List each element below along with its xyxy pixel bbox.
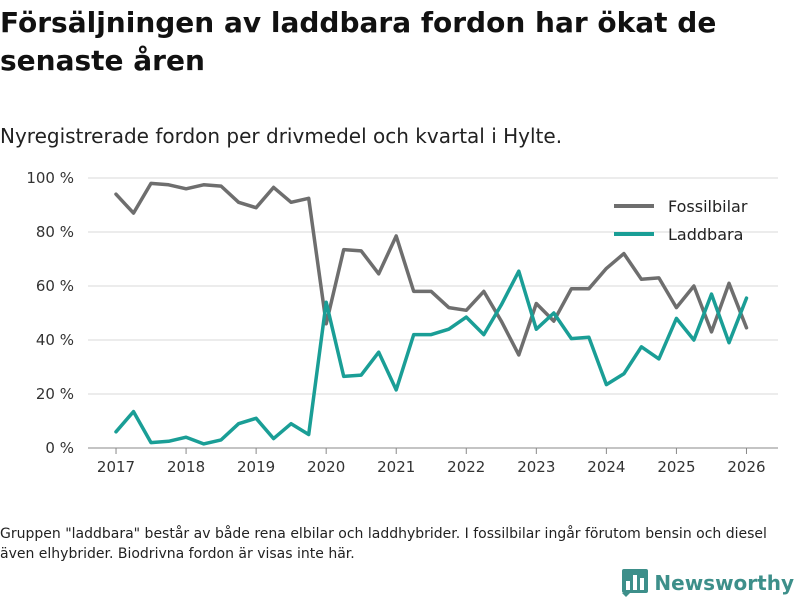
y-tick-label: 100 % xyxy=(26,169,74,187)
x-tick-label: 2019 xyxy=(237,458,275,476)
y-axis-ticks: 0 % 20 % 40 % 60 % 80 % 100 % xyxy=(26,169,74,457)
x-tick-label: 2022 xyxy=(447,458,485,476)
brand-logo: Newsworthy xyxy=(622,566,794,600)
brand-name: Newsworthy xyxy=(654,571,794,595)
y-tick-label: 0 % xyxy=(45,439,74,457)
series-line-fossilbilar xyxy=(114,181,749,357)
chart-subtitle: Nyregistrerade fordon per drivmedel och … xyxy=(0,124,563,148)
chart-title: Försäljningen av laddbara fordon har öka… xyxy=(0,6,717,77)
x-tick-label: 2025 xyxy=(657,458,695,476)
newsworthy-logo-icon xyxy=(622,569,649,597)
y-tick-label: 20 % xyxy=(36,385,74,403)
grid-lines xyxy=(88,177,778,449)
y-tick-label: 40 % xyxy=(36,331,74,349)
x-tick-label: 2021 xyxy=(377,458,415,476)
legend-label: Laddbara xyxy=(668,225,743,244)
x-tick-label: 2026 xyxy=(727,458,765,476)
y-tick-label: 60 % xyxy=(36,277,74,295)
y-tick-label: 80 % xyxy=(36,223,74,241)
legend-label: Fossilbilar xyxy=(668,197,748,216)
series-line-laddbara xyxy=(114,269,749,446)
footnote: Gruppen "laddbara" består av både rena e… xyxy=(0,526,767,562)
x-tick-label: 2023 xyxy=(517,458,555,476)
x-axis-ticks: 2017 2018 2019 2020 2021 2022 2023 2024 2025 2026 xyxy=(97,448,766,476)
x-tick-label: 2017 xyxy=(97,458,135,476)
x-tick-label: 2018 xyxy=(167,458,205,476)
x-tick-label: 2024 xyxy=(587,458,625,476)
series-lines xyxy=(114,181,749,446)
legend: Fossilbilar Laddbara xyxy=(614,197,748,244)
line-chart: 0 % 20 % 40 % 60 % 80 % 100 % 2017 2018 2019 202… xyxy=(26,169,778,476)
x-tick-label: 2020 xyxy=(307,458,345,476)
